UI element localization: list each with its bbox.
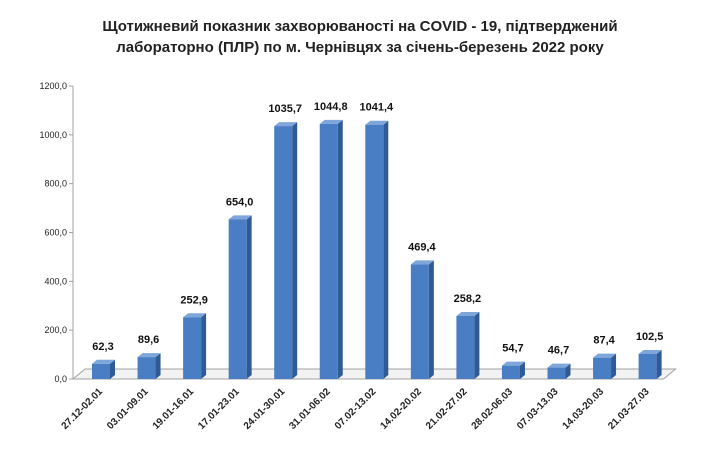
bar-front [638, 353, 657, 379]
bar-front [228, 219, 247, 379]
bar [365, 120, 389, 380]
bar-side [201, 313, 207, 379]
x-tick-label: 19.01-16.01 [151, 386, 197, 432]
data-label: 258,2 [454, 293, 482, 305]
y-tick-label: 1000,0 [39, 130, 67, 140]
y-tick-label: 1200,0 [39, 81, 67, 91]
x-tick-label: 03.01-09.01 [105, 386, 151, 432]
bar-top [274, 122, 298, 127]
bar-front [319, 123, 338, 379]
bar [456, 311, 480, 379]
x-tick-label: 07.02-13.02 [333, 386, 379, 432]
bar-front [183, 317, 202, 379]
bar-top [410, 260, 434, 265]
bar [501, 361, 525, 379]
bar-front [593, 357, 612, 379]
data-label: 252,9 [180, 294, 208, 306]
bar [228, 215, 252, 379]
x-tick-label: 21.03-27.03 [606, 386, 652, 432]
y-tick-label: 0,0 [54, 374, 67, 384]
bar-side [110, 359, 115, 379]
y-tick-label: 600,0 [44, 228, 67, 238]
bar-top [593, 353, 617, 358]
bar-top [92, 359, 115, 364]
bar-top [183, 313, 207, 318]
bar-side [428, 260, 434, 379]
bar-front [501, 365, 520, 379]
bar-side [519, 361, 525, 379]
data-label: 89,6 [138, 334, 159, 346]
data-label: 1035,7 [268, 103, 302, 115]
bar-front [274, 126, 293, 380]
bar-top [228, 215, 252, 220]
data-label: 62,3 [92, 341, 113, 353]
bar-top [456, 311, 480, 316]
bar-side [246, 215, 252, 379]
data-label: 469,4 [408, 241, 436, 253]
bar-top [319, 119, 343, 124]
chart-title: Щотижневий показник захворюваності на CO… [102, 18, 618, 56]
bar-front [137, 357, 156, 379]
x-tick-label: 21.02-27.02 [424, 386, 470, 432]
x-tick-label: 14.02-20.02 [378, 386, 424, 432]
bar-side [474, 311, 480, 379]
bar [137, 353, 161, 379]
data-label: 654,0 [226, 196, 254, 208]
bar-front [92, 363, 110, 379]
data-label: 54,7 [502, 343, 523, 355]
x-tick-label: 24.01-30.01 [242, 386, 288, 432]
bar-side [611, 353, 617, 379]
x-tick-label: 27.12-02.01 [60, 386, 106, 432]
data-label: 102,5 [636, 331, 664, 343]
bar-top [547, 363, 571, 368]
x-tick-label: 07.03-13.03 [515, 386, 561, 432]
bar-front [365, 124, 384, 380]
bar-front [456, 315, 475, 379]
bar-side [656, 349, 662, 379]
bar-top [365, 120, 389, 125]
data-label: 46,7 [548, 345, 569, 357]
data-label: 1044,8 [314, 101, 348, 113]
bar [274, 122, 298, 380]
bar [92, 359, 115, 379]
x-tick-label: 31.01-06.02 [287, 386, 333, 432]
bar-top [638, 349, 662, 354]
bar-side [565, 363, 571, 379]
x-tick-label: 28.02-06.03 [470, 386, 516, 432]
bar [593, 353, 617, 379]
data-label: 1041,4 [359, 102, 394, 114]
x-tick-label: 17.01-23.01 [196, 386, 242, 432]
bar-top [137, 353, 161, 358]
data-label: 87,4 [593, 335, 615, 347]
y-tick-label: 800,0 [44, 179, 67, 189]
bar-side [337, 119, 343, 380]
bar-side [292, 122, 298, 380]
bar [183, 313, 207, 379]
bar [638, 349, 662, 379]
x-tick-label: 14.03-20.03 [561, 386, 607, 432]
bar [410, 260, 434, 379]
bar-side [383, 120, 389, 380]
bar-front [547, 367, 566, 379]
bar-top [501, 361, 525, 366]
bar [319, 119, 343, 380]
bar-side [155, 353, 161, 379]
y-tick-label: 200,0 [44, 325, 67, 335]
y-tick-label: 400,0 [44, 276, 67, 286]
bar-front [410, 264, 429, 379]
bar [547, 363, 571, 379]
